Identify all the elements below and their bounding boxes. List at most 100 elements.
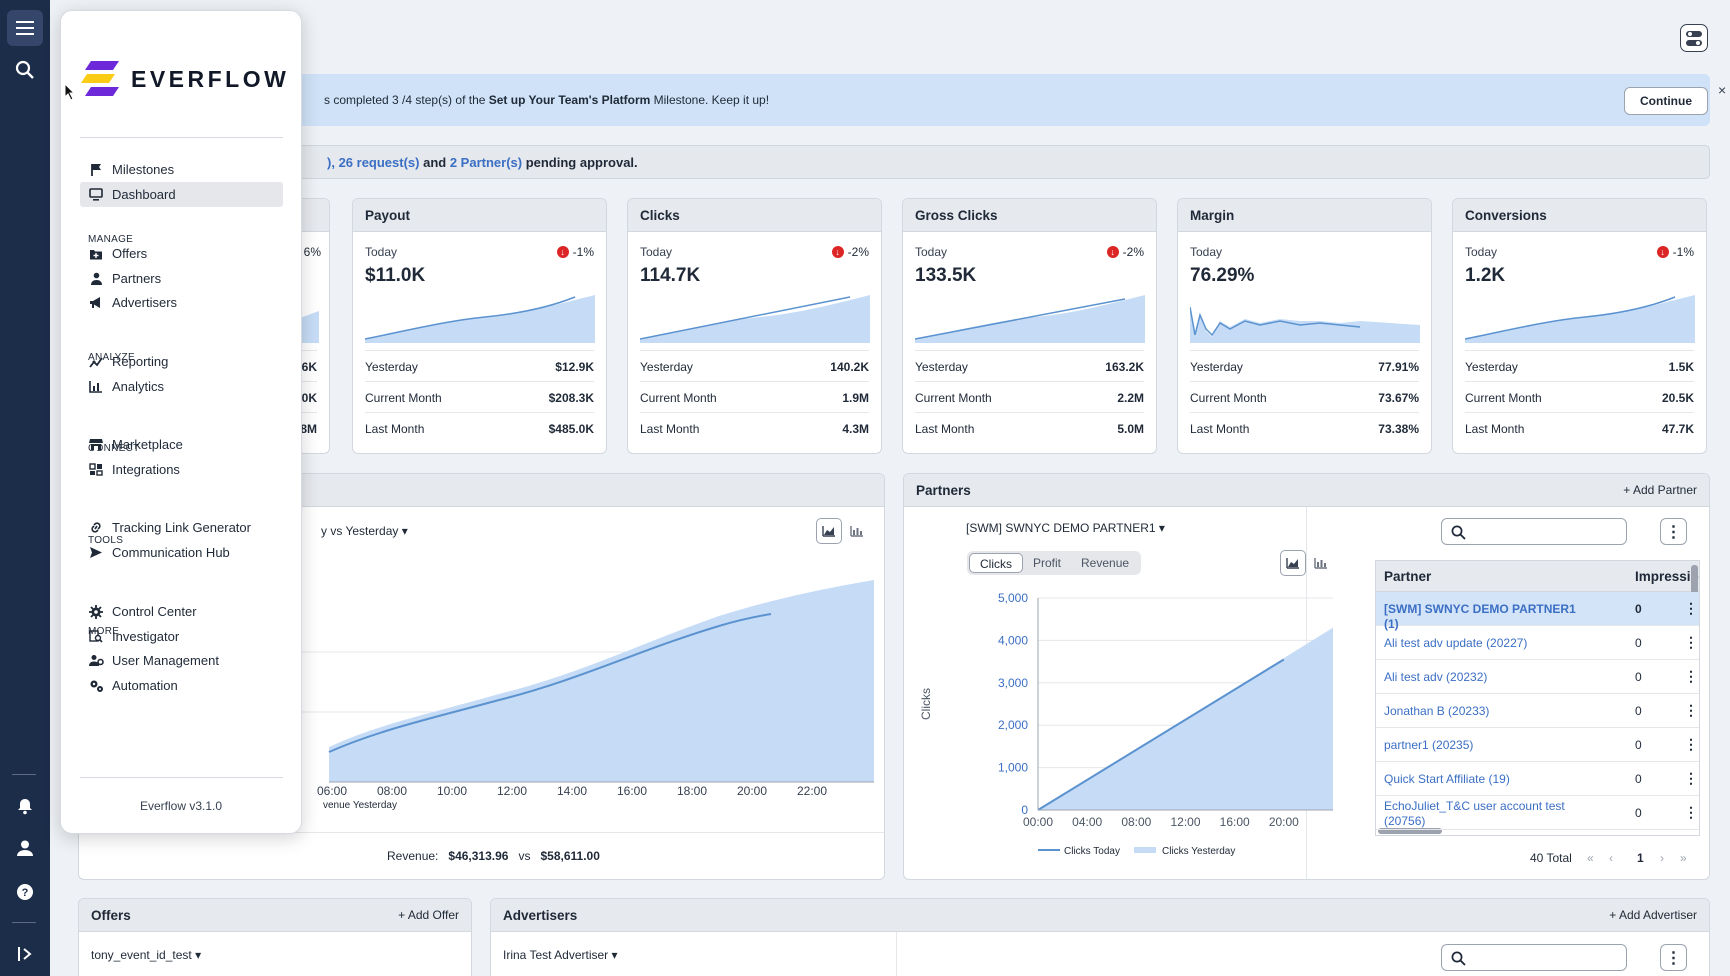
impressions-value: 0 bbox=[1635, 704, 1642, 718]
close-icon[interactable]: × bbox=[1718, 82, 1727, 98]
integrations-icon bbox=[88, 462, 104, 478]
sidebar-item-offers[interactable]: Offers bbox=[80, 241, 283, 266]
sidebar-item-advertisers[interactable]: Advertisers bbox=[80, 290, 283, 315]
continue-button[interactable]: Continue bbox=[1624, 87, 1708, 115]
area-chart-icon[interactable] bbox=[1280, 550, 1306, 576]
partner-name-link[interactable]: [SWM] SWNYC DEMO PARTNER1 (1) bbox=[1384, 602, 1576, 631]
kpi-card-clicks[interactable]: Clicks Today 114.7K ↓ -2% Yesterday 140.2K Curr… bbox=[627, 198, 882, 454]
row-menu-icon[interactable]: ⋮ bbox=[1684, 804, 1698, 820]
kpi-row: Last Month 47.7K bbox=[1465, 412, 1694, 442]
partner-name-link[interactable]: Ali test adv (20232) bbox=[1384, 670, 1488, 684]
sidebar-item-investigator[interactable]: Investigator bbox=[80, 624, 283, 649]
col-impressions[interactable]: Impression bbox=[1635, 569, 1700, 584]
table-row[interactable]: Quick Start Affiliate (19) 0 ⋮ bbox=[1376, 762, 1699, 796]
sidebar-item-label: Advertisers bbox=[112, 295, 178, 310]
table-row[interactable]: Jonathan B (20233) 0 ⋮ bbox=[1376, 694, 1699, 728]
compare-dropdown[interactable]: y vs Yesterday ▾ bbox=[321, 524, 408, 538]
partner-dropdown[interactable]: [SWM] SWNYC DEMO PARTNER1 ▾ bbox=[966, 521, 1165, 535]
kpi-card-margin[interactable]: Margin Today 76.29% Yesterday 77.91% Current … bbox=[1177, 198, 1432, 454]
bar-chart-icon[interactable] bbox=[1308, 550, 1334, 576]
sidebar-item-integrations[interactable]: Integrations bbox=[80, 457, 283, 482]
row-menu-icon[interactable]: ⋮ bbox=[1684, 600, 1698, 616]
everflow-logo[interactable]: EVERFLOW bbox=[81, 61, 289, 97]
sidebar-item-milestones[interactable]: Milestones bbox=[80, 157, 283, 182]
table-row[interactable]: partner1 (20235) 0 ⋮ bbox=[1376, 728, 1699, 762]
sidebar-item-partners[interactable]: Partners bbox=[80, 266, 283, 291]
row-menu-icon[interactable]: ⋮ bbox=[1684, 668, 1698, 684]
layout-toggle-button[interactable] bbox=[1680, 24, 1708, 52]
advertiser-dropdown[interactable]: Irina Test Advertiser ▾ bbox=[503, 948, 618, 962]
sidebar-item-user-management[interactable]: User Management bbox=[80, 648, 283, 673]
add-advertiser-button[interactable]: + Add Advertiser bbox=[1609, 908, 1697, 922]
sidebar-section-title: ANALYZE bbox=[88, 352, 135, 363]
sidebar-item-label: Analytics bbox=[112, 379, 165, 394]
sidebar-item-label: Dashboard bbox=[112, 187, 176, 202]
partner-name-link[interactable]: EchoJuliet_T&C user account test (20756) bbox=[1384, 799, 1565, 828]
row-menu-icon[interactable]: ⋮ bbox=[1684, 736, 1698, 752]
search-icon[interactable] bbox=[7, 52, 43, 88]
row-menu-icon[interactable]: ⋮ bbox=[1684, 770, 1698, 786]
user-icon[interactable] bbox=[7, 830, 43, 866]
advertiser-search-input[interactable] bbox=[1441, 944, 1627, 971]
sidebar-item-label: Tracking Link Generator bbox=[112, 520, 251, 535]
partner-name-link[interactable]: Quick Start Affiliate (19) bbox=[1384, 772, 1510, 786]
tab-profit[interactable]: Profit bbox=[1033, 556, 1062, 570]
expand-icon[interactable] bbox=[7, 936, 43, 972]
impressions-value: 0 bbox=[1635, 806, 1642, 820]
table-row[interactable]: [SWM] SWNYC DEMO PARTNER1 (1) 0 ⋮ bbox=[1376, 592, 1699, 631]
prev-page-icon[interactable]: ‹ bbox=[1609, 851, 1613, 865]
sidebar-item-dashboard[interactable]: Dashboard bbox=[80, 182, 283, 207]
row-menu-icon[interactable]: ⋮ bbox=[1684, 702, 1698, 718]
sidebar-item-automation[interactable]: Automation bbox=[80, 673, 283, 698]
help-icon[interactable]: ? bbox=[7, 874, 43, 910]
advertiser-options-button[interactable]: ⋮ bbox=[1660, 944, 1687, 971]
kpi-value: $11.0K bbox=[365, 265, 426, 286]
kpi-card-payout[interactable]: Payout Today $11.0K ↓ -1% Yesterday $12.9K Curr… bbox=[352, 198, 607, 454]
partner-name-link[interactable]: partner1 (20235) bbox=[1384, 738, 1474, 752]
pending-requests-link[interactable]: 26 request(s) bbox=[338, 155, 420, 170]
offer-dropdown[interactable]: tony_event_id_test ▾ bbox=[91, 948, 202, 962]
table-row[interactable]: Ali test adv update (20227) 0 ⋮ bbox=[1376, 626, 1699, 660]
next-page-icon[interactable]: › bbox=[1660, 851, 1664, 865]
add-partner-button[interactable]: + Add Partner bbox=[1623, 483, 1697, 497]
legend-yesterday: venue Yesterday bbox=[323, 800, 397, 811]
kpi-card-gross-clicks[interactable]: Gross Clicks Today 133.5K ↓ -2% Yesterday 163.… bbox=[902, 198, 1157, 454]
col-partner[interactable]: Partner bbox=[1384, 569, 1432, 584]
bar-chart-icon[interactable] bbox=[844, 518, 870, 544]
page-number[interactable]: 1 bbox=[1637, 851, 1644, 865]
tracking-link-generator-icon bbox=[88, 520, 104, 536]
partner-search-input[interactable] bbox=[1441, 518, 1627, 545]
area-chart-icon[interactable] bbox=[816, 518, 842, 544]
vertical-scrollbar[interactable] bbox=[1691, 565, 1698, 613]
sidebar-item-analytics[interactable]: Analytics bbox=[80, 374, 283, 399]
sidebar-item-control-center[interactable]: Control Center bbox=[80, 599, 283, 624]
kpi-card-conversions[interactable]: Conversions Today 1.2K ↓ -1% Yesterday 1.5K Cur… bbox=[1452, 198, 1707, 454]
impressions-value: 0 bbox=[1635, 670, 1642, 684]
menu-icon[interactable] bbox=[7, 10, 43, 46]
chevron-down-icon: ▾ bbox=[195, 948, 202, 962]
row-menu-icon[interactable]: ⋮ bbox=[1684, 634, 1698, 650]
tab-revenue[interactable]: Revenue bbox=[1081, 556, 1130, 570]
sidebar-item-reporting[interactable]: Reporting bbox=[80, 349, 283, 374]
kpi-row-label: Last Month bbox=[365, 422, 425, 436]
partner-name-link[interactable]: Jonathan B (20233) bbox=[1384, 704, 1490, 718]
tab-clicks[interactable]: Clicks bbox=[969, 553, 1023, 573]
kpi-row: Current Month $208.3K bbox=[365, 381, 594, 411]
sidebar-item-tracking-link-generator[interactable]: Tracking Link Generator bbox=[80, 515, 283, 540]
banner-text: s completed 3 /4 step(s) of the Set up Y… bbox=[324, 93, 770, 107]
horizontal-scrollbar[interactable] bbox=[1378, 828, 1442, 834]
add-offer-button[interactable]: + Add Offer bbox=[398, 908, 459, 922]
pending-lead[interactable]: ), bbox=[327, 155, 339, 170]
sidebar-item-marketplace[interactable]: Marketplace bbox=[80, 432, 283, 457]
pending-partners-link[interactable]: 2 Partner(s) bbox=[449, 155, 523, 170]
table-row[interactable]: EchoJuliet_T&C user account test (20756)… bbox=[1376, 796, 1699, 830]
partner-options-button[interactable]: ⋮ bbox=[1660, 518, 1687, 545]
first-page-icon[interactable]: « bbox=[1587, 851, 1594, 865]
user-management-icon bbox=[88, 653, 104, 669]
partner-name-link[interactable]: Ali test adv update (20227) bbox=[1384, 636, 1528, 650]
legend-swatch-yesterday bbox=[1134, 847, 1156, 853]
sidebar-item-communication-hub[interactable]: Communication Hub bbox=[80, 540, 283, 565]
table-row[interactable]: Ali test adv (20232) 0 ⋮ bbox=[1376, 660, 1699, 694]
bell-icon[interactable] bbox=[7, 788, 43, 824]
last-page-icon[interactable]: » bbox=[1680, 851, 1687, 865]
